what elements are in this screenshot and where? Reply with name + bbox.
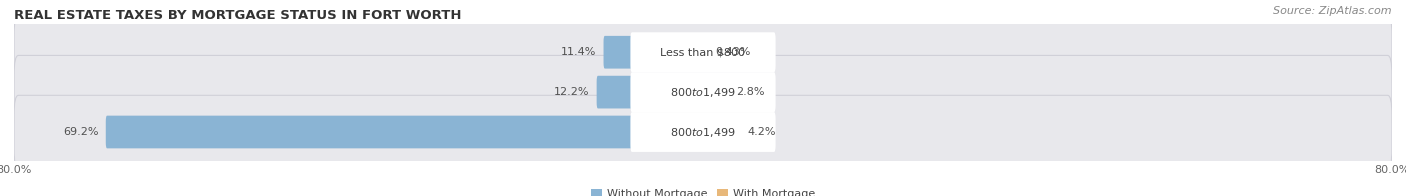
Text: Less than $800: Less than $800 [661, 47, 745, 57]
Text: $800 to $1,499: $800 to $1,499 [671, 125, 735, 139]
Text: $800 to $1,499: $800 to $1,499 [671, 86, 735, 99]
Text: Source: ZipAtlas.com: Source: ZipAtlas.com [1274, 6, 1392, 16]
FancyBboxPatch shape [630, 72, 776, 112]
FancyBboxPatch shape [702, 36, 709, 69]
FancyBboxPatch shape [596, 76, 704, 108]
Text: 11.4%: 11.4% [561, 47, 596, 57]
Legend: Without Mortgage, With Mortgage: Without Mortgage, With Mortgage [591, 189, 815, 196]
FancyBboxPatch shape [105, 116, 704, 148]
Text: 12.2%: 12.2% [554, 87, 589, 97]
FancyBboxPatch shape [14, 15, 1392, 89]
FancyBboxPatch shape [702, 76, 728, 108]
Text: REAL ESTATE TAXES BY MORTGAGE STATUS IN FORT WORTH: REAL ESTATE TAXES BY MORTGAGE STATUS IN … [14, 9, 461, 22]
FancyBboxPatch shape [630, 112, 776, 152]
Text: 0.43%: 0.43% [716, 47, 751, 57]
FancyBboxPatch shape [14, 55, 1392, 129]
FancyBboxPatch shape [702, 116, 741, 148]
Text: 2.8%: 2.8% [735, 87, 765, 97]
FancyBboxPatch shape [14, 95, 1392, 169]
FancyBboxPatch shape [630, 32, 776, 72]
Text: 4.2%: 4.2% [748, 127, 776, 137]
Text: 69.2%: 69.2% [63, 127, 98, 137]
FancyBboxPatch shape [603, 36, 704, 69]
